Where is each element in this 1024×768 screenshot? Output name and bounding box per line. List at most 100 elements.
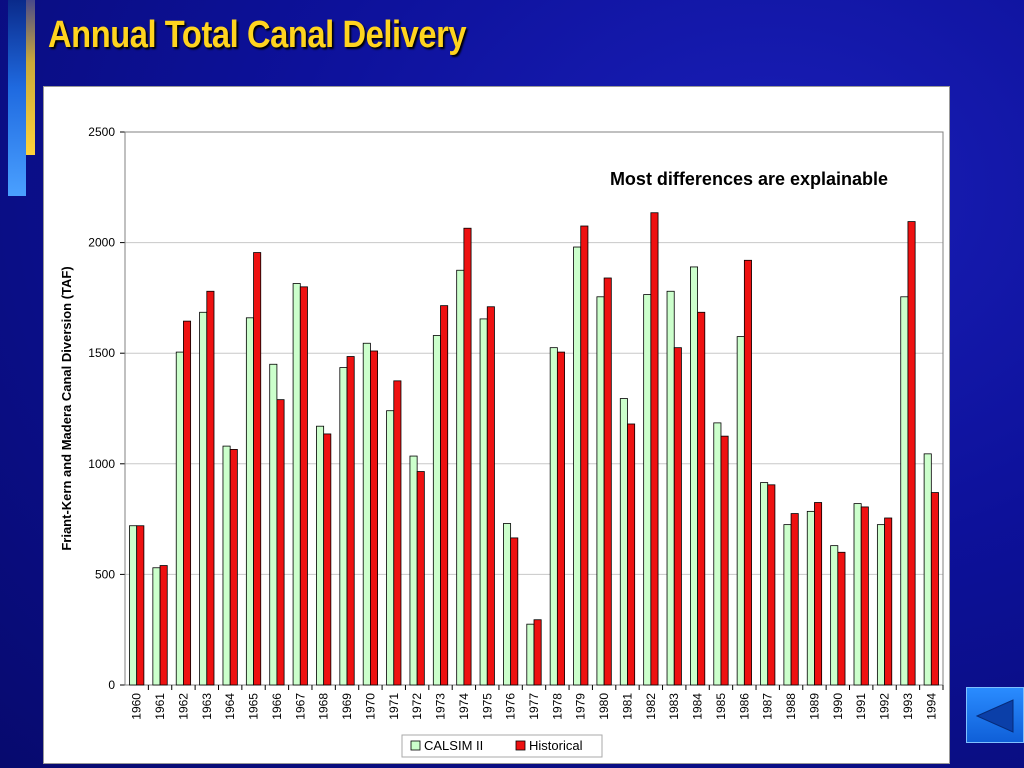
bar-historical	[767, 484, 776, 686]
bar-historical	[276, 399, 285, 686]
x-tick-label: 1969	[340, 693, 354, 720]
x-tick-label: 1990	[831, 693, 845, 720]
bar-chart: 0 500 1000 1500 2000 2500 1960 1961 1962 1963 1964…	[59, 125, 944, 758]
bar-historical	[183, 320, 192, 686]
chart-annotation: Most differences are explainable	[610, 169, 888, 189]
bar-calsim	[853, 503, 862, 686]
bar-calsim	[386, 410, 395, 686]
x-tick-label: 1963	[200, 693, 214, 720]
bar-historical	[323, 433, 332, 686]
x-tick-label: 1978	[550, 693, 564, 720]
x-tick-label: 1977	[527, 693, 541, 720]
bar-calsim	[339, 367, 348, 686]
accent-bar-blue	[8, 0, 26, 196]
bar-calsim	[619, 398, 628, 686]
x-tick-label: 1989	[807, 693, 821, 720]
x-tick-label: 1994	[924, 693, 938, 720]
bar-historical	[299, 286, 308, 686]
x-tick-label: 1964	[223, 693, 237, 720]
bar-historical	[486, 306, 495, 686]
bar-historical	[369, 350, 378, 686]
bar-calsim	[573, 246, 582, 686]
bar-historical	[837, 551, 846, 686]
bar-historical	[393, 380, 402, 686]
x-tick-label: 1970	[363, 693, 377, 720]
left-arrow-icon	[975, 699, 1014, 733]
bar-historical	[907, 221, 916, 686]
chart-panel: 0 500 1000 1500 2000 2500 1960 1961 1962 1963 1964…	[43, 86, 950, 764]
bar-calsim	[362, 342, 371, 686]
bar-historical	[884, 517, 893, 686]
bar-calsim	[526, 623, 535, 686]
x-tick-label: 1979	[574, 693, 588, 720]
bar-calsim	[900, 296, 909, 686]
bar-calsim	[830, 545, 839, 686]
y-tick-label: 500	[95, 567, 115, 581]
bar-calsim	[269, 363, 278, 686]
legend-label-historical: Historical	[529, 738, 583, 753]
x-tick-label: 1984	[691, 693, 705, 720]
bar-historical	[346, 356, 355, 686]
x-tick-label: 1975	[480, 693, 494, 720]
bar-historical	[814, 502, 823, 686]
x-tick-label: 1971	[387, 693, 401, 720]
legend-label-calsim: CALSIM II	[424, 738, 483, 753]
x-tick-label: 1973	[434, 693, 448, 720]
y-tick-label: 2500	[88, 125, 115, 139]
bar-calsim	[503, 523, 512, 686]
bar-calsim	[596, 296, 605, 686]
x-tick-label: 1993	[901, 693, 915, 720]
bar-historical	[229, 449, 238, 686]
x-tick-label: 1974	[457, 693, 471, 720]
bar-calsim	[783, 524, 792, 686]
bar-historical	[930, 492, 939, 686]
x-tick-label: 1972	[410, 693, 424, 720]
bar-historical	[580, 225, 589, 686]
accent-bar-gold	[26, 0, 35, 155]
bar-calsim	[199, 311, 208, 686]
x-tick-label: 1988	[784, 693, 798, 720]
back-nav-button[interactable]	[966, 687, 1024, 743]
bar-historical	[533, 619, 542, 686]
bar-historical	[159, 565, 168, 686]
bar-calsim	[409, 455, 418, 686]
x-tick-label: 1962	[176, 693, 190, 720]
x-tick-label: 1983	[667, 693, 681, 720]
bar-historical	[416, 471, 425, 686]
bar-calsim	[643, 294, 652, 686]
slide-title: Annual Total Canal Delivery	[48, 14, 467, 56]
bar-historical	[650, 212, 659, 686]
x-tick-label: 1965	[247, 693, 261, 720]
bar-historical	[790, 513, 799, 686]
bar-calsim	[690, 266, 699, 686]
bar-historical	[697, 311, 706, 686]
x-tick-label: 1985	[714, 693, 728, 720]
bar-calsim	[760, 482, 769, 686]
bar-calsim	[432, 335, 441, 686]
legend-box	[401, 734, 603, 758]
x-tick-label: 1981	[620, 693, 634, 720]
bar-calsim	[129, 525, 138, 686]
bar-calsim	[316, 425, 325, 686]
y-tick-label: 0	[108, 678, 115, 692]
bar-historical	[440, 305, 449, 686]
x-tick-label: 1986	[737, 693, 751, 720]
bar-calsim	[666, 290, 675, 686]
x-tick-label: 1982	[644, 693, 658, 720]
bar-historical	[673, 347, 682, 686]
bar-calsim	[713, 422, 722, 686]
bar-calsim	[479, 318, 488, 686]
x-tick-label: 1967	[293, 693, 307, 720]
x-tick-label: 1961	[153, 693, 167, 720]
x-tick-label: 1960	[130, 693, 144, 720]
x-tick-label: 1980	[597, 693, 611, 720]
bar-historical	[253, 252, 262, 686]
bar-historical	[603, 277, 612, 686]
bar-calsim	[292, 283, 301, 686]
bar-historical	[627, 423, 636, 686]
x-tick-label: 1966	[270, 693, 284, 720]
y-tick-label: 2000	[88, 236, 115, 250]
bar-calsim	[736, 336, 745, 686]
bar-historical	[556, 351, 565, 686]
x-tick-label: 1992	[878, 693, 892, 720]
